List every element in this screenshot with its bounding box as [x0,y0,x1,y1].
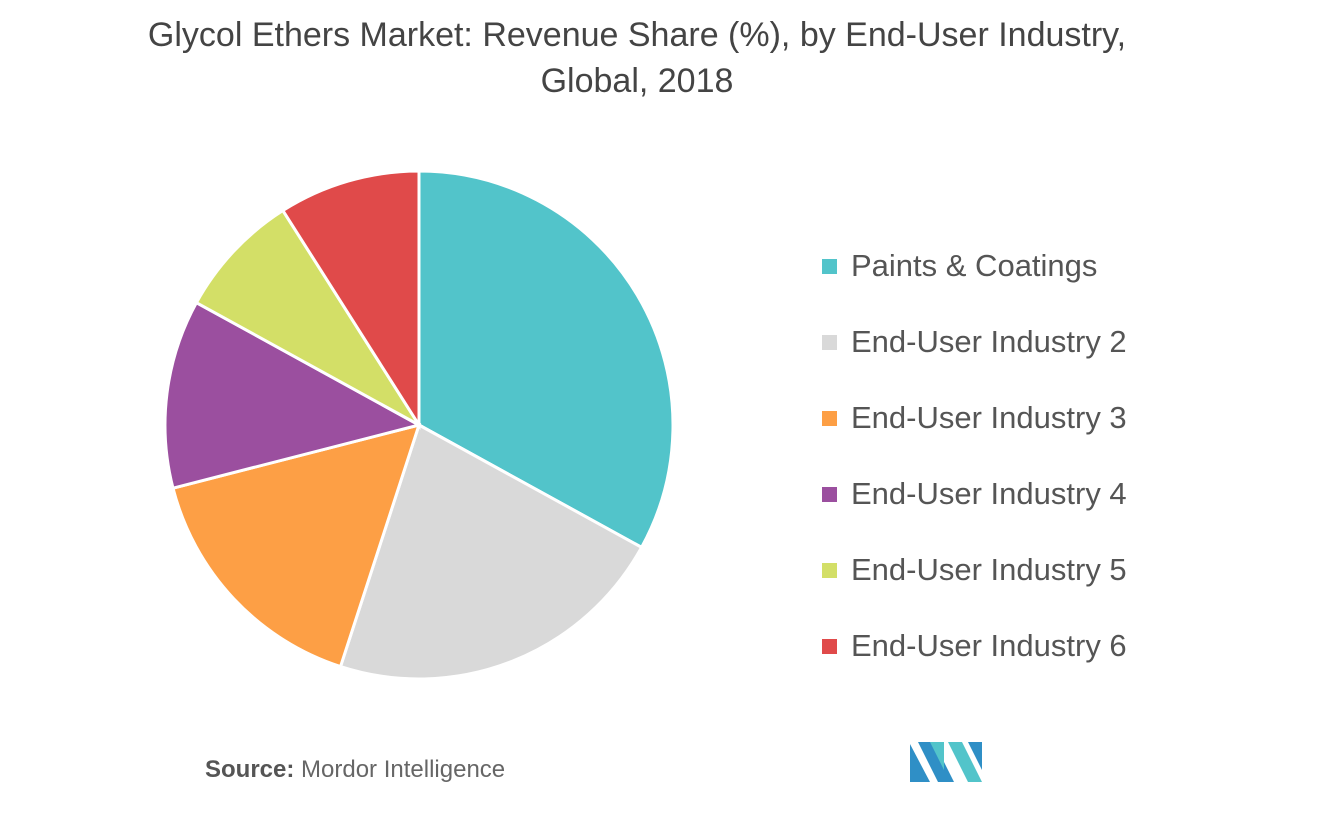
legend-item: End-User Industry 6 [822,608,1127,684]
legend-item: End-User Industry 3 [822,380,1127,456]
source-value: Mordor Intelligence [301,756,506,783]
legend-label: Paints & Coatings [851,248,1098,283]
source-label: Source: [205,756,295,783]
legend-swatch [822,638,837,654]
legend-label: End-User Industry 5 [851,552,1127,587]
legend-swatch [822,334,837,350]
legend: Paints & Coatings End-User Industry 2 End-… [822,228,1127,684]
legend-label: End-User Industry 6 [851,628,1127,663]
source-note: Source: Mordor Intelligence [205,756,505,784]
pie-slice-3 [171,422,422,669]
pie-slice-5 [194,208,421,427]
pie-slice-1 [417,169,675,550]
pie-slice-4 [163,300,424,490]
legend-item: End-User Industry 2 [822,304,1127,380]
pie-slice-6 [280,169,421,431]
chart-title: Glycol Ethers Market: Revenue Share (%),… [147,16,1127,100]
legend-swatch [822,562,837,578]
legend-label: End-User Industry 2 [851,324,1127,359]
legend-label: End-User Industry 3 [851,400,1127,435]
legend-item: Paints & Coatings [822,228,1127,304]
legend-label: End-User Industry 4 [851,476,1127,511]
mordor-logo-icon [910,742,982,782]
pie-slice-2 [338,422,644,681]
legend-swatch [822,486,837,502]
legend-item: End-User Industry 4 [822,456,1127,532]
legend-swatch [822,410,837,426]
legend-swatch [822,258,837,274]
legend-item: End-User Industry 5 [822,532,1127,608]
